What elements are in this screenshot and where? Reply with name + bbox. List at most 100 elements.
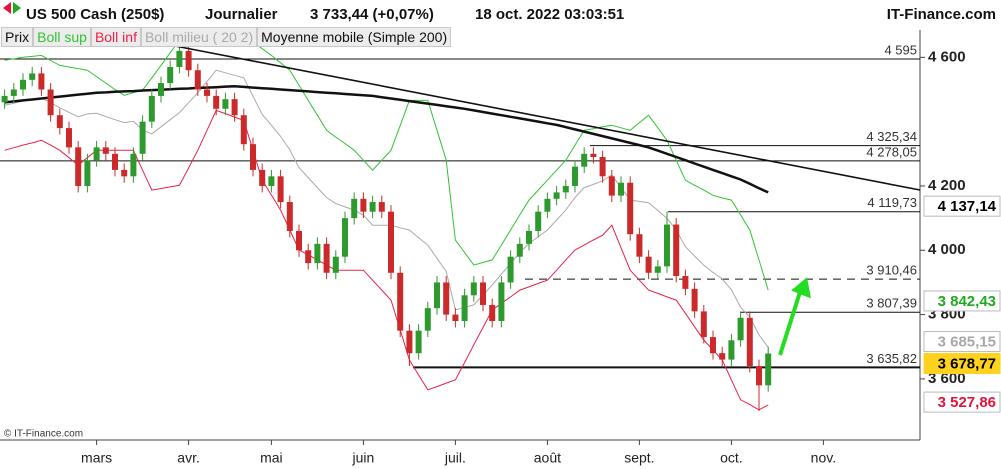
price-tag: [923, 391, 1001, 413]
datetime: 18 oct. 2022 03:03:51: [475, 6, 624, 23]
candle-body: [102, 147, 109, 154]
candle-body: [489, 304, 496, 322]
level-label: 3 635,82: [866, 351, 917, 366]
candle-body: [434, 282, 440, 309]
price-tag: [923, 353, 1001, 375]
price-tag-label: 4 137,14: [938, 198, 997, 215]
price-tag-label: 3 842,43: [938, 293, 996, 310]
level-label: 4 595: [884, 42, 917, 57]
period: Journalier: [205, 6, 278, 23]
candle-body: [250, 144, 256, 170]
candle-body: [176, 50, 183, 67]
candle-body: [314, 243, 321, 264]
candle-body: [424, 308, 431, 331]
x-tick-label: nov.: [811, 450, 836, 466]
candle-body: [526, 230, 532, 244]
candle-body: [618, 182, 624, 196]
candle-body: [691, 288, 698, 312]
y-tick-label: 4 200: [928, 177, 966, 194]
level-label: 4 325,34: [866, 129, 917, 144]
candle-body: [47, 89, 54, 116]
level-label: 3 910,46: [866, 263, 917, 278]
candle-body: [240, 115, 247, 145]
candle-body: [544, 198, 551, 212]
candle-body: [296, 230, 302, 251]
logo-icon: [3, 2, 11, 14]
candle-body: [29, 73, 36, 80]
x-tick-label: août: [534, 450, 561, 466]
candle-body: [332, 256, 339, 273]
candle-body: [38, 73, 45, 90]
y-tick-label: 4 000: [928, 241, 966, 258]
candle-body: [286, 202, 293, 231]
price-tag-label: 3 527,86: [938, 394, 996, 411]
candle-body: [360, 198, 367, 212]
price-tag-label: 3 685,15: [938, 334, 996, 351]
candle-body: [719, 353, 726, 360]
candle-body: [599, 157, 606, 177]
price-tag-label: 3 678,77: [938, 356, 996, 373]
candle-body: [369, 202, 376, 212]
candle-body: [562, 185, 569, 193]
quote: 3 733,44 (+0,07%): [310, 6, 434, 23]
candle-body: [406, 330, 413, 354]
x-tick-label: juil.: [444, 450, 466, 466]
candle-body: [700, 311, 707, 338]
candle-body: [608, 176, 615, 196]
candle-body: [516, 243, 523, 257]
legend-entry: Prix: [1, 27, 34, 47]
candle-body: [664, 224, 670, 267]
candle-body: [553, 192, 560, 199]
candle-body: [728, 340, 735, 360]
candle-body: [121, 169, 128, 177]
candle-body: [167, 66, 174, 84]
candle-body: [277, 176, 284, 203]
indicator-line: [4, 85, 769, 194]
arrow-head: [791, 277, 811, 299]
source: IT-Finance.com: [887, 6, 996, 23]
candle-body: [231, 99, 238, 116]
candle-body: [66, 128, 72, 148]
candle-body: [75, 147, 82, 186]
candle-body: [480, 282, 486, 305]
y-tick-label: 4 600: [928, 48, 966, 65]
level-label: 3 807,39: [866, 296, 917, 311]
candle-body: [323, 243, 330, 273]
x-tick-label: juin: [352, 450, 375, 466]
candle-body: [351, 198, 358, 219]
candle-body: [112, 153, 118, 170]
legend: Prix Boll sup Boll inf Boll milieu ( 20 2) M…: [1, 27, 452, 47]
legend-entry: Boll inf: [90, 27, 141, 47]
indicator-line: [4, 29, 769, 291]
price-tag: [923, 195, 1001, 217]
candle-body: [213, 95, 220, 109]
candle-body: [710, 337, 716, 354]
x-tick-label: oct.: [720, 450, 743, 466]
candle-body: [682, 276, 689, 289]
logo-icon: [13, 2, 21, 14]
indicator-line: [4, 109, 769, 411]
candle-body: [765, 353, 772, 386]
candle-body: [158, 83, 164, 96]
candle-body: [10, 89, 17, 96]
arrow: [778, 291, 802, 356]
legend-entry: Boll sup: [33, 27, 91, 47]
level-label: 4 278,05: [866, 144, 917, 159]
candle-body: [342, 218, 348, 257]
candle-body: [194, 70, 201, 90]
candle-body: [461, 295, 468, 322]
candle-body: [20, 79, 26, 90]
candle-body: [222, 99, 229, 109]
candle-body: [56, 115, 63, 129]
candle-body: [397, 272, 404, 331]
candle-body: [756, 366, 762, 386]
candle-body: [654, 266, 661, 273]
candle-body: [507, 256, 514, 283]
candle-body: [452, 314, 459, 322]
candle-body: [259, 169, 266, 186]
x-tick-label: sept.: [624, 450, 654, 466]
legend-entry: Boll milieu ( 20 2): [140, 27, 258, 47]
candle-body: [378, 202, 385, 212]
